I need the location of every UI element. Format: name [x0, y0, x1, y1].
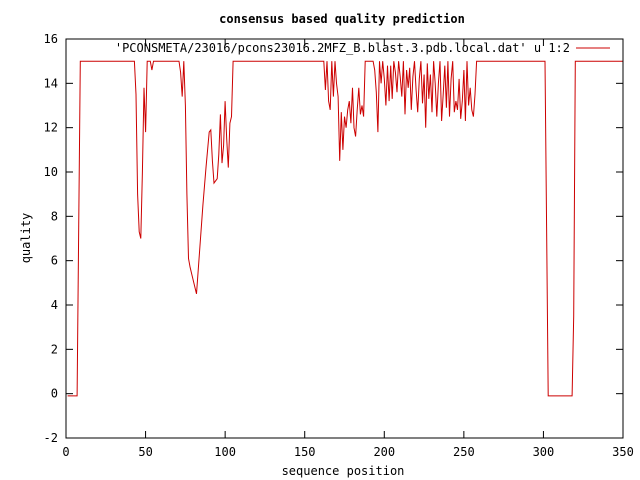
plot-frame	[65, 38, 624, 439]
y-axis-label: quality	[19, 213, 33, 264]
x-tick-label: 50	[138, 445, 152, 459]
x-axis-label: sequence position	[282, 464, 405, 478]
legend: 'PCONSMETA/23016/pcons23016.2MFZ_B.blast…	[115, 41, 610, 55]
x-tick-label: 100	[214, 445, 236, 459]
chart-title: consensus based quality prediction	[219, 12, 465, 26]
axis-ticks: 0 50 100 150 200 250 300 350 -2 0 2 4 6 8 10 12 14 16	[44, 32, 634, 459]
x-tick-label: 350	[612, 445, 634, 459]
y-tick-label: 16	[44, 32, 58, 46]
y-tick-label: 8	[51, 209, 58, 223]
series-lines	[67, 60, 623, 397]
legend-label: 'PCONSMETA/23016/pcons23016.2MFZ_B.blast…	[115, 41, 570, 55]
x-tick-label: 200	[373, 445, 395, 459]
series-line	[67, 60, 623, 397]
y-tick-label: 10	[44, 165, 58, 179]
y-tick-label: 0	[51, 387, 58, 401]
x-tick-label: 300	[533, 445, 555, 459]
x-tick-label: 150	[294, 445, 316, 459]
y-tick-label: 12	[44, 121, 58, 135]
y-tick-label: 2	[51, 342, 58, 356]
y-tick-label: 14	[44, 76, 58, 90]
y-tick-label: 6	[51, 254, 58, 268]
x-tick-label: 250	[453, 445, 475, 459]
x-tick-label: 0	[62, 445, 69, 459]
y-tick-label: -2	[44, 431, 58, 445]
y-tick-label: 4	[51, 298, 58, 312]
